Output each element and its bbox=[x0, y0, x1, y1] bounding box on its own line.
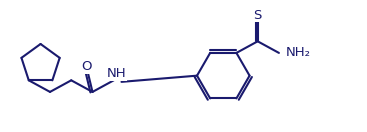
Text: NH₂: NH₂ bbox=[286, 46, 311, 59]
Text: S: S bbox=[254, 9, 262, 22]
Text: O: O bbox=[81, 60, 92, 73]
Text: NH: NH bbox=[107, 67, 127, 80]
